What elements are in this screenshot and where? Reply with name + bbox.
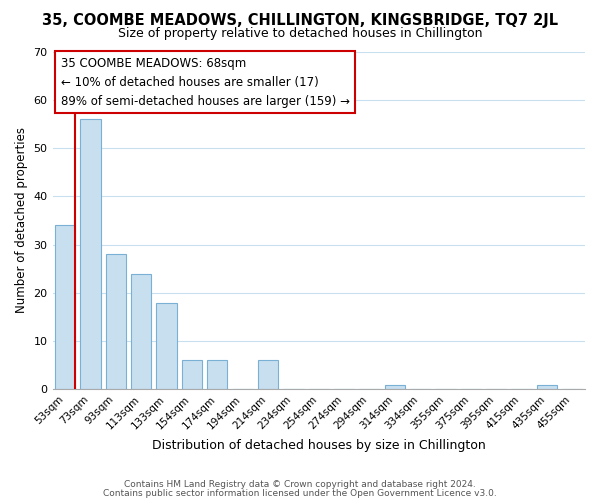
Bar — [182, 360, 202, 390]
Text: Contains HM Land Registry data © Crown copyright and database right 2024.: Contains HM Land Registry data © Crown c… — [124, 480, 476, 489]
Bar — [537, 384, 557, 390]
Bar — [157, 302, 177, 390]
Text: 35, COOMBE MEADOWS, CHILLINGTON, KINGSBRIDGE, TQ7 2JL: 35, COOMBE MEADOWS, CHILLINGTON, KINGSBR… — [42, 12, 558, 28]
Bar — [55, 226, 76, 390]
Text: Contains public sector information licensed under the Open Government Licence v3: Contains public sector information licen… — [103, 488, 497, 498]
Bar — [385, 384, 405, 390]
Bar — [258, 360, 278, 390]
Text: Size of property relative to detached houses in Chillington: Size of property relative to detached ho… — [118, 28, 482, 40]
Bar — [80, 119, 101, 390]
Bar — [131, 274, 151, 390]
Y-axis label: Number of detached properties: Number of detached properties — [15, 128, 28, 314]
Bar — [106, 254, 126, 390]
Bar — [207, 360, 227, 390]
X-axis label: Distribution of detached houses by size in Chillington: Distribution of detached houses by size … — [152, 440, 485, 452]
Text: 35 COOMBE MEADOWS: 68sqm
← 10% of detached houses are smaller (17)
89% of semi-d: 35 COOMBE MEADOWS: 68sqm ← 10% of detach… — [61, 56, 350, 108]
